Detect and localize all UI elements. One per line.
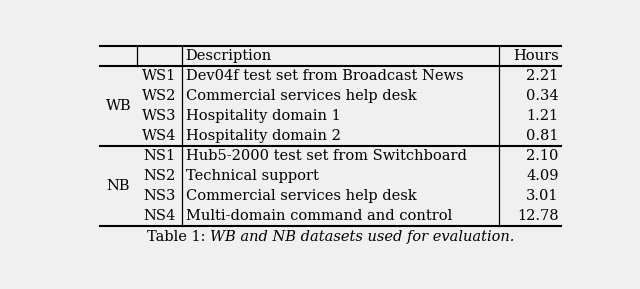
Text: WS2: WS2 (142, 89, 177, 103)
Text: NS2: NS2 (143, 169, 175, 183)
Text: 1.21: 1.21 (527, 109, 559, 123)
Text: Commercial services help desk: Commercial services help desk (186, 189, 417, 203)
Text: 2.10: 2.10 (526, 149, 559, 163)
Text: WB and NB datasets used for evaluation.: WB and NB datasets used for evaluation. (210, 230, 514, 244)
Text: WB: WB (106, 99, 131, 113)
Text: Multi-domain command and control: Multi-domain command and control (186, 209, 452, 223)
Text: NB: NB (107, 179, 130, 193)
Text: Technical support: Technical support (186, 169, 319, 183)
Text: NS4: NS4 (143, 209, 175, 223)
Text: WS1: WS1 (142, 69, 177, 83)
Text: Dev04f test set from Broadcast News: Dev04f test set from Broadcast News (186, 69, 463, 83)
Text: Table 1:: Table 1: (147, 230, 210, 244)
Text: Hours: Hours (513, 49, 559, 63)
Text: 2.21: 2.21 (526, 69, 559, 83)
Text: 12.78: 12.78 (517, 209, 559, 223)
Text: Hospitality domain 1: Hospitality domain 1 (186, 109, 340, 123)
Text: 0.34: 0.34 (526, 89, 559, 103)
Text: 4.09: 4.09 (526, 169, 559, 183)
Text: WS3: WS3 (142, 109, 177, 123)
Text: 0.81: 0.81 (526, 129, 559, 143)
Text: 3.01: 3.01 (526, 189, 559, 203)
Text: WS4: WS4 (142, 129, 177, 143)
Text: Commercial services help desk: Commercial services help desk (186, 89, 417, 103)
Text: Hospitality domain 2: Hospitality domain 2 (186, 129, 340, 143)
Text: Description: Description (186, 49, 272, 63)
Text: Hub5-2000 test set from Switchboard: Hub5-2000 test set from Switchboard (186, 149, 467, 163)
Text: NS1: NS1 (143, 149, 175, 163)
Text: NS3: NS3 (143, 189, 175, 203)
